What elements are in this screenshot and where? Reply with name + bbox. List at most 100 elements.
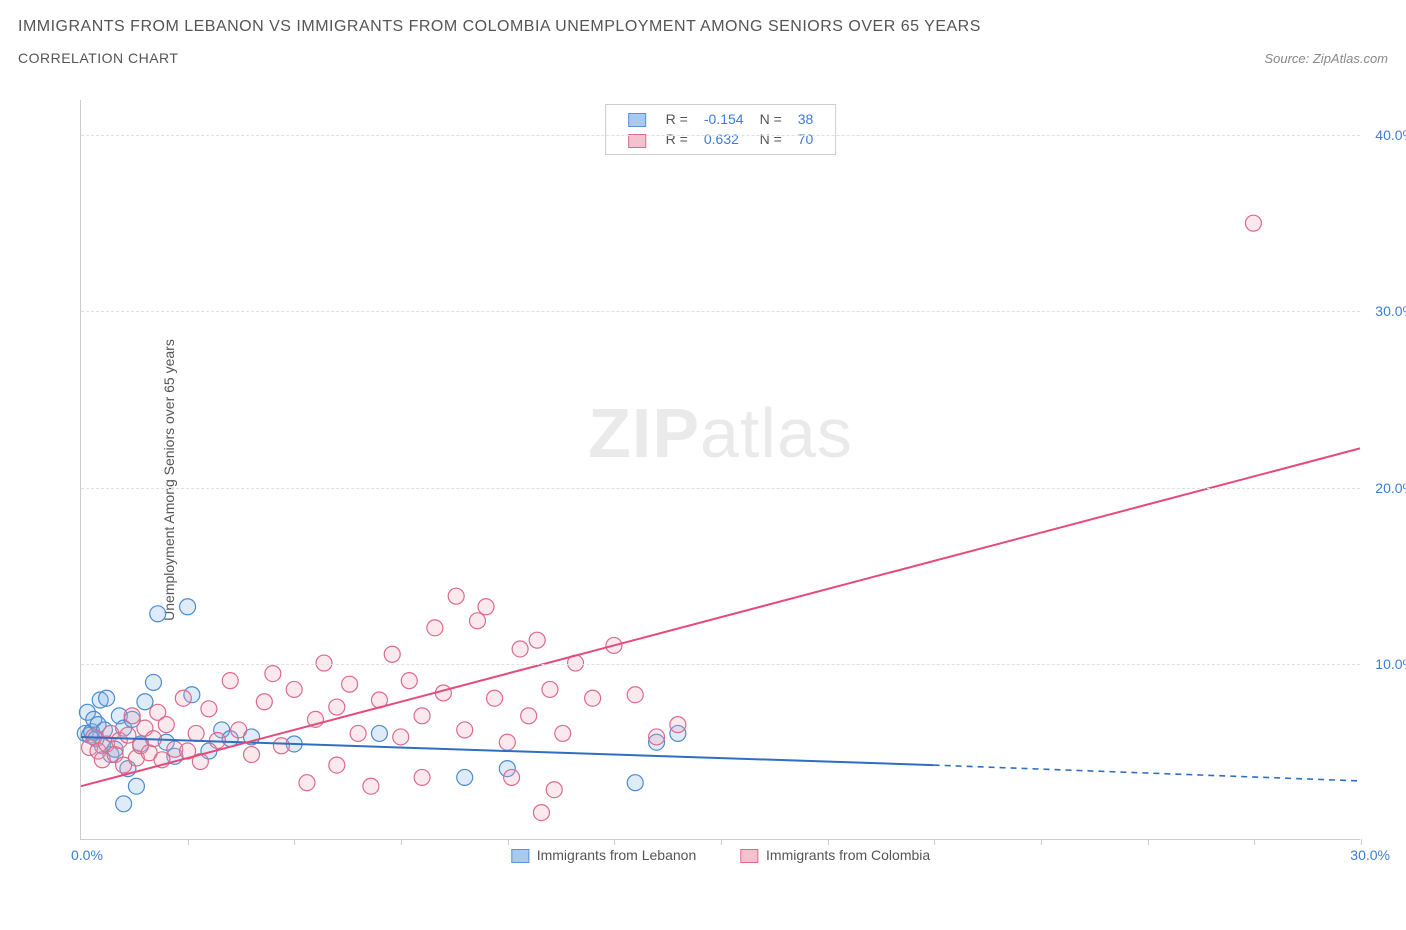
data-point <box>150 606 166 622</box>
data-point <box>329 699 345 715</box>
r-value-lebanon: -0.154 <box>696 109 752 129</box>
x-tick <box>1148 839 1149 845</box>
x-tick <box>188 839 189 845</box>
data-point <box>188 725 204 741</box>
plot-svg <box>81 100 1360 839</box>
x-tick <box>1041 839 1042 845</box>
data-point <box>529 632 545 648</box>
data-point <box>393 729 409 745</box>
legend-item-colombia: Immigrants from Colombia <box>740 847 930 863</box>
trend-line-extrapolated <box>934 765 1360 781</box>
n-label: N = <box>752 129 790 149</box>
source-attribution: Source: ZipAtlas.com <box>1264 51 1388 66</box>
data-point <box>363 778 379 794</box>
swatch-lebanon <box>511 849 529 863</box>
data-point <box>180 599 196 615</box>
swatch-lebanon <box>628 113 646 127</box>
x-tick <box>294 839 295 845</box>
r-label: R = <box>658 109 696 129</box>
data-point <box>137 694 153 710</box>
n-value-lebanon: 38 <box>790 109 822 129</box>
chart-title-line1: IMMIGRANTS FROM LEBANON VS IMMIGRANTS FR… <box>18 18 1388 36</box>
n-label: N = <box>752 109 790 129</box>
y-tick-label: 20.0% <box>1375 480 1406 496</box>
data-point <box>329 757 345 773</box>
data-point <box>414 769 430 785</box>
data-point <box>120 727 136 743</box>
plot-area: ZIPatlas R = -0.154 N = 38 R = 0.632 N =… <box>80 100 1360 840</box>
gridline <box>81 135 1360 136</box>
data-point <box>128 778 144 794</box>
data-point <box>384 646 400 662</box>
gridline <box>81 311 1360 312</box>
data-point <box>124 708 140 724</box>
n-value-colombia: 70 <box>790 129 822 149</box>
legend-label: Immigrants from Lebanon <box>537 847 697 863</box>
data-point <box>555 725 571 741</box>
data-point <box>99 690 115 706</box>
data-point <box>265 666 281 682</box>
gridline <box>81 488 1360 489</box>
data-point <box>175 690 191 706</box>
data-point <box>350 725 366 741</box>
data-point <box>457 722 473 738</box>
gridline <box>81 664 1360 665</box>
data-point <box>487 690 503 706</box>
data-point <box>244 747 260 763</box>
data-point <box>145 674 161 690</box>
legend-label: Immigrants from Colombia <box>766 847 930 863</box>
x-tick <box>401 839 402 845</box>
data-point <box>499 734 515 750</box>
legend-row-lebanon: R = -0.154 N = 38 <box>620 109 822 129</box>
data-point <box>371 725 387 741</box>
data-point <box>401 673 417 689</box>
x-tick <box>721 839 722 845</box>
legend-item-lebanon: Immigrants from Lebanon <box>511 847 700 863</box>
data-point <box>627 775 643 791</box>
data-point <box>448 588 464 604</box>
x-tick <box>614 839 615 845</box>
data-point <box>457 769 473 785</box>
data-point <box>231 722 247 738</box>
chart-title-line2: CORRELATION CHART <box>18 50 178 66</box>
chart-header: IMMIGRANTS FROM LEBANON VS IMMIGRANTS FR… <box>18 18 1388 66</box>
data-point <box>504 769 520 785</box>
data-point <box>299 775 315 791</box>
data-point <box>521 708 537 724</box>
x-axis-label-max: 30.0% <box>1350 847 1390 863</box>
x-tick <box>828 839 829 845</box>
correlation-legend: R = -0.154 N = 38 R = 0.632 N = 70 <box>605 104 837 155</box>
trend-line <box>81 448 1360 786</box>
legend-row-colombia: R = 0.632 N = 70 <box>620 129 822 149</box>
series-legend: Immigrants from Lebanon Immigrants from … <box>491 847 950 863</box>
data-point <box>512 641 528 657</box>
data-point <box>478 599 494 615</box>
y-tick-label: 10.0% <box>1375 656 1406 672</box>
data-point <box>670 717 686 733</box>
data-point <box>546 782 562 798</box>
y-tick-label: 40.0% <box>1375 127 1406 143</box>
data-point <box>286 681 302 697</box>
data-point <box>627 687 643 703</box>
correlation-chart: Unemployment Among Seniors over 65 years… <box>60 100 1380 860</box>
x-tick <box>934 839 935 845</box>
y-tick-label: 30.0% <box>1375 303 1406 319</box>
data-point <box>273 738 289 754</box>
data-point <box>414 708 430 724</box>
x-tick <box>1361 839 1362 845</box>
data-point <box>342 676 358 692</box>
data-point <box>649 729 665 745</box>
r-label: R = <box>658 129 696 149</box>
x-tick <box>1254 839 1255 845</box>
data-point <box>533 805 549 821</box>
r-value-colombia: 0.632 <box>696 129 752 149</box>
data-point <box>585 690 601 706</box>
data-point <box>222 673 238 689</box>
x-axis-label-min: 0.0% <box>71 847 103 863</box>
data-point <box>256 694 272 710</box>
data-point <box>1245 215 1261 231</box>
x-tick <box>508 839 509 845</box>
data-point <box>116 796 132 812</box>
data-point <box>158 717 174 733</box>
data-point <box>201 701 217 717</box>
